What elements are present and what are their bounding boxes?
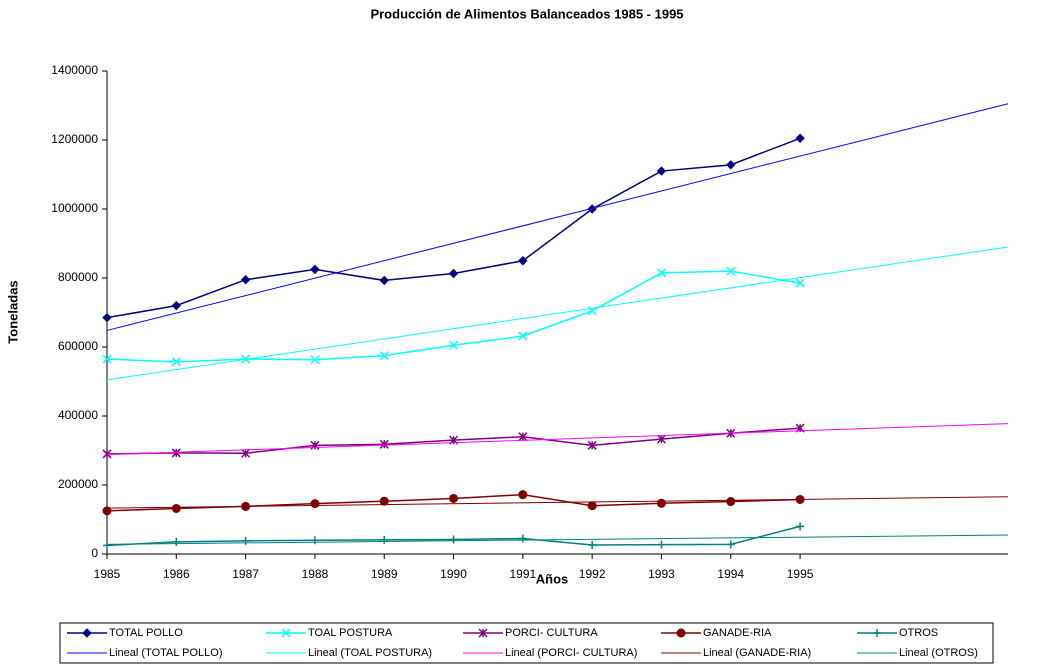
point (310, 536, 319, 545)
point (310, 355, 320, 365)
y-tick-label: 400000 (58, 408, 98, 422)
point (241, 448, 251, 458)
point (656, 166, 667, 176)
point (102, 312, 112, 323)
legend-marker (281, 628, 291, 638)
point (380, 535, 389, 544)
x-tick-label: 1993 (648, 567, 675, 581)
x-tick-label: 1992 (579, 567, 606, 581)
point (241, 536, 250, 545)
x-tick-label: 1994 (717, 567, 744, 581)
chart-title: Producción de Alimentos Balanceados 1985… (370, 6, 683, 21)
legend-marker (82, 628, 92, 638)
point (172, 537, 181, 546)
y-tick-label: 200000 (58, 477, 98, 491)
point (171, 300, 182, 311)
y-tick-label: 600000 (58, 339, 98, 353)
x-tick-label: 1985 (94, 567, 121, 581)
y-tick-label: 800000 (58, 270, 98, 284)
trend-line (106, 103, 1009, 331)
legend-label: TOTAL POLLO (109, 627, 183, 639)
point (588, 541, 597, 550)
point (656, 268, 666, 278)
legend-marker (873, 629, 881, 637)
x-tick-label: 1990 (440, 567, 467, 581)
point (726, 266, 736, 276)
legend-label: Lineal (TOAL POSTURA) (308, 647, 432, 659)
y-tick-label: 1200000 (51, 132, 98, 146)
point (102, 449, 112, 459)
point (310, 499, 320, 509)
point (171, 448, 181, 458)
trend-line (106, 496, 1009, 509)
point (518, 534, 527, 543)
point (379, 496, 389, 506)
x-tick-label: 1988 (302, 567, 329, 581)
point (657, 540, 666, 549)
x-tick-label: 1995 (787, 567, 814, 581)
point (171, 357, 181, 367)
point (518, 432, 528, 442)
point (795, 278, 805, 288)
legend-label: Lineal (TOTAL POLLO) (109, 647, 223, 659)
legend-label: TOAL POSTURA (308, 627, 393, 639)
point (449, 535, 458, 544)
point (102, 354, 112, 364)
point (656, 498, 666, 508)
legend-label: GANADE-RIA (703, 627, 772, 639)
point (171, 503, 181, 513)
point (587, 501, 597, 511)
trend-line (106, 423, 1009, 456)
x-tick-label: 1989 (371, 567, 398, 581)
point (310, 264, 320, 275)
point (795, 133, 805, 143)
trend-line (106, 534, 1009, 545)
point (726, 160, 736, 170)
x-tick-label: 1987 (232, 567, 259, 581)
point (587, 440, 597, 450)
series-line (106, 137, 801, 319)
point (726, 540, 735, 549)
y-axis-label: Toneladas (5, 280, 20, 343)
point (796, 522, 805, 531)
point (656, 434, 666, 444)
point (448, 268, 459, 279)
point (726, 497, 736, 507)
point (518, 331, 528, 341)
legend-label: Lineal (OTROS) (899, 647, 978, 659)
legend-label: OTROS (899, 627, 938, 639)
point (518, 490, 528, 500)
point (240, 275, 251, 285)
point (379, 439, 389, 449)
point (103, 541, 111, 550)
legend-label: PORCI- CULTURA (505, 627, 598, 639)
point (449, 493, 459, 503)
y-tick-label: 1400000 (51, 63, 98, 77)
x-axis-label: Años (536, 571, 569, 586)
legend-label: Lineal (GANADE-RIA) (703, 647, 811, 659)
legend-box (59, 622, 994, 664)
legend-marker (676, 628, 686, 638)
x-tick-label: 1986 (163, 567, 190, 581)
y-tick-label: 1000000 (51, 201, 98, 215)
x-tick-label: 1991 (509, 567, 536, 581)
y-tick-label: 0 (91, 546, 98, 560)
point (102, 506, 112, 516)
point (379, 275, 389, 286)
legend-marker (478, 628, 488, 638)
point (449, 340, 459, 350)
point (379, 351, 389, 361)
series-line (106, 270, 801, 363)
trend-line (106, 246, 1009, 381)
point (518, 256, 528, 266)
legend-label: Lineal (PORCI- CULTURA) (505, 647, 637, 659)
